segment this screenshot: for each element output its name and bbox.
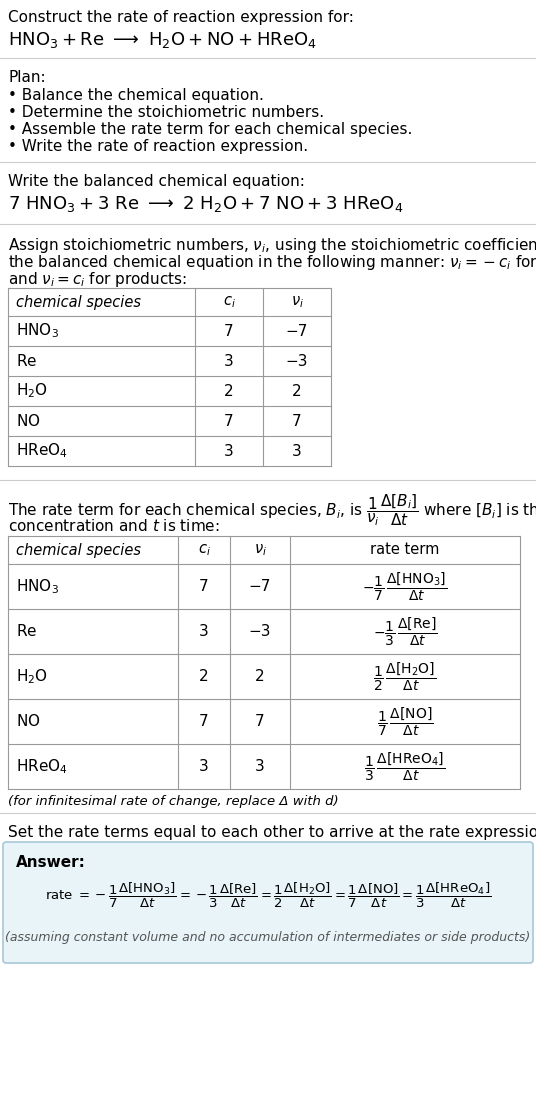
Text: $\dfrac{1}{3}\,\dfrac{\Delta[\mathrm{HReO_4}]}{\Delta t}$: $\dfrac{1}{3}\,\dfrac{\Delta[\mathrm{HRe…: [364, 751, 446, 783]
Text: 3: 3: [224, 354, 234, 368]
Text: $\mathrm{HNO_3 + Re\ \longrightarrow\ H_2O + NO + HReO_4}$: $\mathrm{HNO_3 + Re\ \longrightarrow\ H_…: [8, 30, 317, 50]
Text: $\dfrac{1}{7}\,\dfrac{\Delta[\mathrm{NO}]}{\Delta t}$: $\dfrac{1}{7}\,\dfrac{\Delta[\mathrm{NO}…: [377, 706, 433, 738]
Text: • Balance the chemical equation.: • Balance the chemical equation.: [8, 88, 264, 103]
Text: $\mathrm{Re}$: $\mathrm{Re}$: [16, 624, 37, 639]
Text: Answer:: Answer:: [16, 855, 86, 870]
Text: $\nu_i$: $\nu_i$: [291, 294, 303, 310]
FancyBboxPatch shape: [3, 842, 533, 963]
Text: 7: 7: [199, 579, 209, 594]
Text: $\nu_i$: $\nu_i$: [254, 543, 266, 558]
Text: 2: 2: [255, 669, 265, 684]
Text: −7: −7: [286, 323, 308, 339]
Text: chemical species: chemical species: [16, 295, 141, 309]
Text: $-\dfrac{1}{7}\,\dfrac{\Delta[\mathrm{HNO_3}]}{\Delta t}$: $-\dfrac{1}{7}\,\dfrac{\Delta[\mathrm{HN…: [362, 570, 448, 603]
Text: −7: −7: [249, 579, 271, 594]
Text: 7: 7: [255, 713, 265, 729]
Text: rate $= -\dfrac{1}{7}\dfrac{\Delta[\mathrm{HNO_3}]}{\Delta t}= -\dfrac{1}{3}\dfr: rate $= -\dfrac{1}{7}\dfrac{\Delta[\math…: [45, 881, 491, 910]
Text: −3: −3: [249, 624, 271, 639]
Text: 2: 2: [224, 384, 234, 399]
Text: $\mathrm{H_2O}$: $\mathrm{H_2O}$: [16, 381, 48, 400]
Text: 7: 7: [224, 413, 234, 429]
Text: $\mathrm{Re}$: $\mathrm{Re}$: [16, 353, 37, 369]
Text: 7: 7: [199, 713, 209, 729]
Text: • Write the rate of reaction expression.: • Write the rate of reaction expression.: [8, 139, 308, 155]
Text: $-\dfrac{1}{3}\,\dfrac{\Delta[\mathrm{Re}]}{\Delta t}$: $-\dfrac{1}{3}\,\dfrac{\Delta[\mathrm{Re…: [373, 615, 437, 648]
Text: $\mathrm{HReO_4}$: $\mathrm{HReO_4}$: [16, 442, 68, 460]
Text: $\dfrac{1}{2}\,\dfrac{\Delta[\mathrm{H_2O}]}{\Delta t}$: $\dfrac{1}{2}\,\dfrac{\Delta[\mathrm{H_2…: [374, 660, 437, 693]
Text: Plan:: Plan:: [8, 70, 46, 85]
Text: • Assemble the rate term for each chemical species.: • Assemble the rate term for each chemic…: [8, 122, 412, 137]
Text: 3: 3: [199, 760, 209, 774]
Text: $\mathrm{7\ HNO_3 + 3\ Re\ \longrightarrow\ 2\ H_2O + 7\ NO + 3\ HReO_4}$: $\mathrm{7\ HNO_3 + 3\ Re\ \longrightarr…: [8, 194, 404, 214]
Text: chemical species: chemical species: [16, 543, 141, 558]
Text: (for infinitesimal rate of change, replace Δ with d): (for infinitesimal rate of change, repla…: [8, 795, 339, 808]
Text: 3: 3: [199, 624, 209, 639]
Text: concentration and $t$ is time:: concentration and $t$ is time:: [8, 518, 220, 534]
Text: Set the rate terms equal to each other to arrive at the rate expression:: Set the rate terms equal to each other t…: [8, 825, 536, 840]
Text: 7: 7: [224, 323, 234, 339]
Text: $\mathrm{NO}$: $\mathrm{NO}$: [16, 713, 41, 730]
Text: rate term: rate term: [370, 543, 440, 558]
Text: $\mathrm{NO}$: $\mathrm{NO}$: [16, 413, 41, 429]
Text: Assign stoichiometric numbers, $\nu_i$, using the stoichiometric coefficients, $: Assign stoichiometric numbers, $\nu_i$, …: [8, 236, 536, 255]
Text: the balanced chemical equation in the following manner: $\nu_i = -c_i$ for react: the balanced chemical equation in the fo…: [8, 253, 536, 272]
Text: and $\nu_i = c_i$ for products:: and $\nu_i = c_i$ for products:: [8, 270, 187, 289]
Text: $c_i$: $c_i$: [198, 543, 211, 558]
Text: 3: 3: [292, 444, 302, 458]
Text: 2: 2: [199, 669, 209, 684]
Text: $\mathrm{HReO_4}$: $\mathrm{HReO_4}$: [16, 757, 68, 776]
Text: 3: 3: [224, 444, 234, 458]
Text: Write the balanced chemical equation:: Write the balanced chemical equation:: [8, 174, 305, 189]
Text: −3: −3: [286, 354, 308, 368]
Text: 2: 2: [292, 384, 302, 399]
Text: (assuming constant volume and no accumulation of intermediates or side products): (assuming constant volume and no accumul…: [5, 931, 531, 944]
Text: Construct the rate of reaction expression for:: Construct the rate of reaction expressio…: [8, 10, 354, 25]
Text: 3: 3: [255, 760, 265, 774]
Text: 7: 7: [292, 413, 302, 429]
Text: $\mathrm{HNO_3}$: $\mathrm{HNO_3}$: [16, 321, 59, 341]
Text: $\mathrm{HNO_3}$: $\mathrm{HNO_3}$: [16, 578, 59, 596]
Text: $\mathrm{H_2O}$: $\mathrm{H_2O}$: [16, 667, 48, 686]
Text: The rate term for each chemical species, $B_i$, is $\dfrac{1}{\nu_i}\dfrac{\Delt: The rate term for each chemical species,…: [8, 492, 536, 528]
Text: • Determine the stoichiometric numbers.: • Determine the stoichiometric numbers.: [8, 105, 324, 119]
Text: $c_i$: $c_i$: [222, 294, 235, 310]
